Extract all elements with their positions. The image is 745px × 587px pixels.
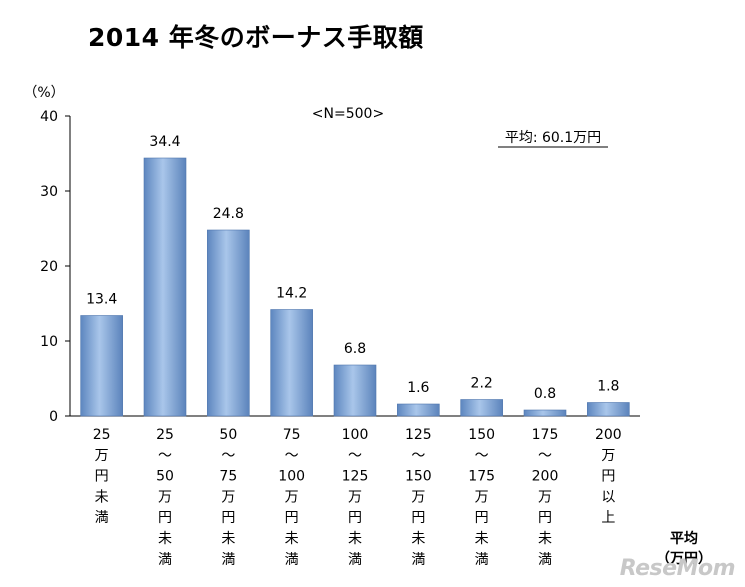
bar — [333, 364, 377, 417]
bar — [80, 315, 123, 417]
y-axis-label: （%） — [23, 85, 64, 101]
data-label: 2.2 — [471, 376, 493, 392]
y-tick-label: 40 — [40, 109, 58, 125]
category-label: 25 〜 50 万円未満 — [156, 427, 174, 568]
bar — [143, 157, 187, 417]
data-label: 0.8 — [534, 386, 556, 402]
bar — [397, 403, 440, 417]
category-label: 200 万円以上 — [595, 427, 622, 526]
bar — [523, 409, 567, 417]
y-tick-label: 20 — [40, 259, 58, 275]
y-tick-label: 10 — [40, 334, 58, 350]
data-label: 14.2 — [276, 286, 307, 302]
resemom-logo: ReseMom — [619, 556, 736, 581]
data-label: 6.8 — [344, 341, 366, 357]
chart-labels: （%） <N=500> 平均: 60.1万円 13.4 25 万円未満 34.4 25 〜 50 万… — [23, 85, 712, 568]
data-label: 1.6 — [407, 380, 429, 396]
bar — [587, 402, 630, 417]
category-label: 150 〜 175 万円未満 — [468, 427, 495, 568]
category-label: 50 〜 75 万円未満 — [219, 427, 237, 568]
chart-bars — [80, 157, 630, 417]
data-label: 13.4 — [86, 292, 117, 308]
data-label: 1.8 — [597, 379, 619, 395]
category-label: 25 万円未満 — [93, 427, 111, 526]
category-label: 75 〜 100 万円未満 — [278, 427, 305, 568]
data-label: 24.8 — [213, 206, 244, 222]
bar — [270, 309, 313, 417]
category-label: 100 〜 125 万円未満 — [342, 427, 369, 568]
sample-size-annotation: <N=500> — [312, 106, 384, 122]
y-tick-label: 30 — [40, 184, 58, 200]
chart-title: 2014 年冬のボーナス手取額 — [88, 23, 424, 52]
bar — [207, 229, 250, 417]
bar — [460, 399, 503, 417]
x-axis-label: 平均（万円） — [656, 530, 712, 567]
category-label: 175 〜 200 万円未満 — [532, 427, 559, 568]
data-label: 34.4 — [149, 134, 180, 150]
y-tick-label: 0 — [49, 409, 58, 425]
average-annotation: 平均: 60.1万円 — [505, 130, 601, 146]
category-label: 125 〜 150 万円未満 — [405, 427, 432, 568]
